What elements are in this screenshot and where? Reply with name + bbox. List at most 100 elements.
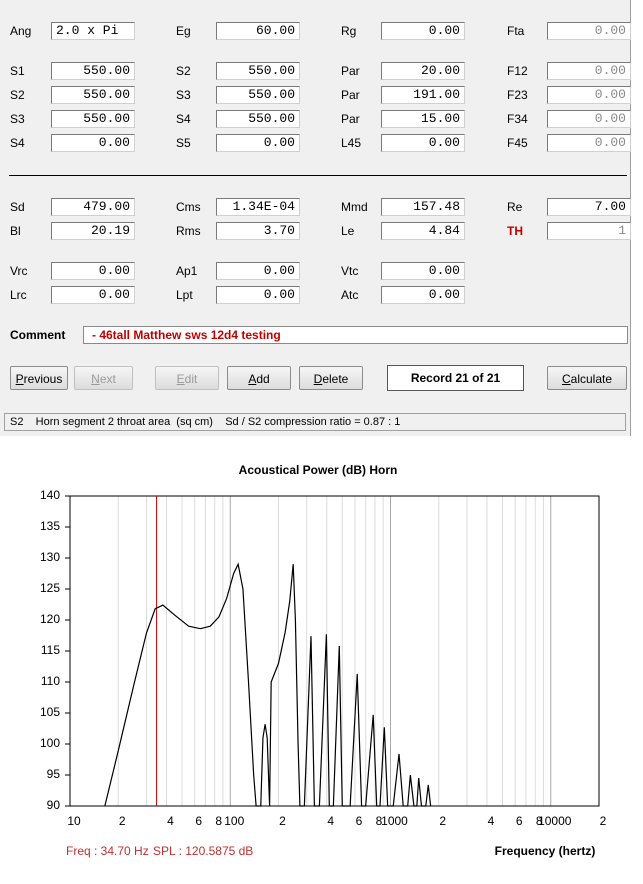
field-label: S5 [176, 136, 191, 150]
field-label: S2 [176, 64, 191, 78]
response-curve [104, 562, 432, 807]
field-label: Mmd [341, 200, 368, 214]
field-label: L45 [341, 136, 362, 150]
button[interactable]: Delete [299, 366, 363, 390]
y-tick-label: 100 [40, 736, 60, 750]
button[interactable]: Previous [10, 366, 68, 390]
spl-readout: SPL : 120.5875 dB [153, 844, 253, 858]
button[interactable]: Calculate [547, 366, 627, 390]
button: Edit [155, 366, 219, 390]
field-input[interactable]: 0.00 [381, 286, 465, 304]
status-bar: S2 Horn segment 2 throat area (sq cm) Sd… [4, 413, 626, 431]
y-tick-label: 135 [40, 519, 60, 533]
field-input[interactable]: 0.00 [381, 134, 465, 152]
field-label: Cms [176, 200, 201, 214]
button-label: Delete [313, 372, 349, 386]
y-tick-label: 140 [40, 488, 60, 502]
field-input[interactable]: 60.00 [216, 22, 300, 40]
button-label: Calculate [561, 372, 613, 386]
field-input[interactable]: 550.00 [216, 62, 300, 80]
button-label: Previous [15, 372, 63, 386]
field-label: Par [341, 112, 360, 126]
field-input[interactable]: 0.00 [51, 134, 135, 152]
x-tick-label: 6 [356, 814, 363, 828]
field-input[interactable]: 191.00 [381, 86, 465, 104]
field-label: Ang [10, 24, 32, 38]
field-label: Atc [341, 288, 359, 302]
x-tick-label: 8 [376, 814, 383, 828]
field-input[interactable]: 550.00 [51, 62, 135, 80]
field-label: Lrc [10, 288, 27, 302]
y-tick-label: 90 [47, 798, 61, 812]
field-label: F23 [507, 88, 528, 102]
field-label: Le [341, 224, 355, 238]
field-label: Eg [176, 24, 191, 38]
field-input[interactable]: 3.70 [216, 222, 300, 240]
field-label: S2 [10, 88, 25, 102]
field-input: 0.00 [547, 86, 631, 104]
field-input[interactable]: 157.48 [381, 198, 465, 216]
record-indicator: Record 21 of 21 [387, 365, 524, 391]
field-input[interactable]: 20.00 [381, 62, 465, 80]
field-input[interactable]: 0.00 [216, 134, 300, 152]
field-label: Vrc [10, 264, 28, 278]
field-input[interactable]: 550.00 [216, 86, 300, 104]
field-input: 0.00 [547, 22, 631, 40]
field-input[interactable]: 15.00 [381, 110, 465, 128]
x-tick-label: 2 [279, 814, 286, 828]
field-label: F45 [507, 136, 528, 150]
field-label: S3 [176, 88, 191, 102]
x-tick-label: 1000 [381, 814, 408, 828]
field-input: 0.00 [547, 62, 631, 80]
field-input[interactable]: 0.00 [216, 286, 300, 304]
x-tick-label: 2 [439, 814, 446, 828]
form-panel: Comment - 46tall Matthew sws 12d4 testin… [0, 0, 631, 436]
field-input[interactable]: 4.84 [381, 222, 465, 240]
plot-frame [69, 495, 600, 807]
field-input[interactable]: 0.00 [51, 286, 135, 304]
field-input[interactable]: 2.0 x Pi [51, 22, 135, 40]
comment-label: Comment [10, 328, 66, 342]
field-label: Rg [341, 24, 357, 38]
field-label: Rms [176, 224, 201, 238]
field-input[interactable]: 550.00 [51, 110, 135, 128]
x-tick-label: 10000 [538, 814, 572, 828]
field-input: 1 [547, 222, 631, 240]
field-label: Ap1 [176, 264, 198, 278]
field-input[interactable]: 550.00 [216, 110, 300, 128]
field-input[interactable]: 0.00 [51, 262, 135, 280]
button[interactable]: Add [227, 366, 291, 390]
field-input[interactable]: 0.00 [216, 262, 300, 280]
field-input[interactable]: 1.34E-04 [216, 198, 300, 216]
x-tick-label: 4 [488, 814, 495, 828]
field-input[interactable]: 0.00 [381, 262, 465, 280]
x-tick-label: 6 [195, 814, 202, 828]
field-label: S4 [10, 136, 25, 150]
button-label: Edit [176, 372, 198, 386]
y-tick-label: 105 [40, 705, 60, 719]
field-label: S4 [176, 112, 191, 126]
comment-field[interactable]: - 46tall Matthew sws 12d4 testing [83, 326, 628, 344]
field-input[interactable]: 479.00 [51, 198, 135, 216]
field-input[interactable]: 0.00 [381, 22, 465, 40]
field-input: 0.00 [547, 134, 631, 152]
field-input[interactable]: 7.00 [547, 198, 631, 216]
y-tick-label: 115 [41, 643, 60, 657]
field-label: Lpt [176, 288, 193, 302]
x-tick-label: 100 [224, 814, 244, 828]
field-label: F12 [507, 64, 528, 78]
field-input[interactable]: 550.00 [51, 86, 135, 104]
field-label: Par [341, 88, 360, 102]
freq-readout: Freq : 34.70 Hz [66, 844, 149, 858]
y-tick-label: 120 [40, 612, 60, 626]
separator [9, 175, 627, 176]
field-input[interactable]: 20.19 [51, 222, 135, 240]
x-tick-label: 8 [536, 814, 543, 828]
field-label: S1 [10, 64, 25, 78]
x-tick-label: 6 [516, 814, 523, 828]
field-label: F34 [507, 112, 528, 126]
field-label: Fta [507, 24, 525, 38]
field-label: S3 [10, 112, 25, 126]
button-label: Next [91, 372, 116, 386]
x-tick-label: 10 [67, 814, 81, 828]
